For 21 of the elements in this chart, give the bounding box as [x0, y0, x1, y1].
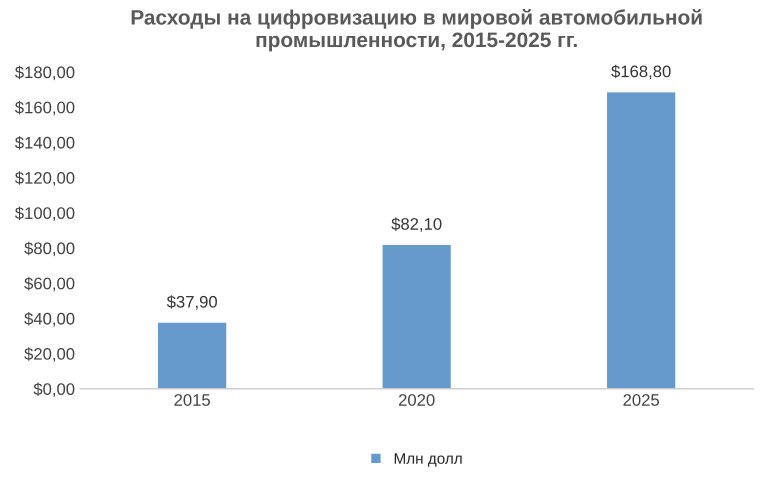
data-label: $168,80	[611, 64, 671, 80]
y-tick-label: $20,00	[24, 347, 74, 362]
y-tick-label: $160,00	[14, 100, 74, 116]
bar	[156, 321, 228, 389]
y-tick-label: $60,00	[24, 276, 74, 292]
x-tick-label: 2015	[174, 394, 210, 406]
y-tick-label: $120,00	[14, 171, 74, 186]
y-tick-label: $80,00	[24, 242, 74, 256]
bar	[606, 91, 677, 389]
chart-title: Расходы на цифровизацию в мировой автомобильной промышленности, 2015-2025 гг.	[132, 9, 702, 52]
data-label: $82,10	[391, 217, 442, 232]
x-tick-label: 2025	[623, 394, 659, 406]
bar	[381, 244, 452, 389]
y-tick-label: $0,00	[34, 382, 74, 397]
data-label: $37,90	[166, 295, 217, 310]
x-tick-label: 2020	[398, 394, 435, 406]
y-tick-label: $40,00	[24, 312, 74, 327]
y-tick-label: $140,00	[14, 136, 74, 151]
legend-label: Млн долл	[394, 453, 462, 467]
y-tick-label: $100,00	[14, 206, 74, 221]
y-tick-label: $180,00	[14, 66, 74, 80]
